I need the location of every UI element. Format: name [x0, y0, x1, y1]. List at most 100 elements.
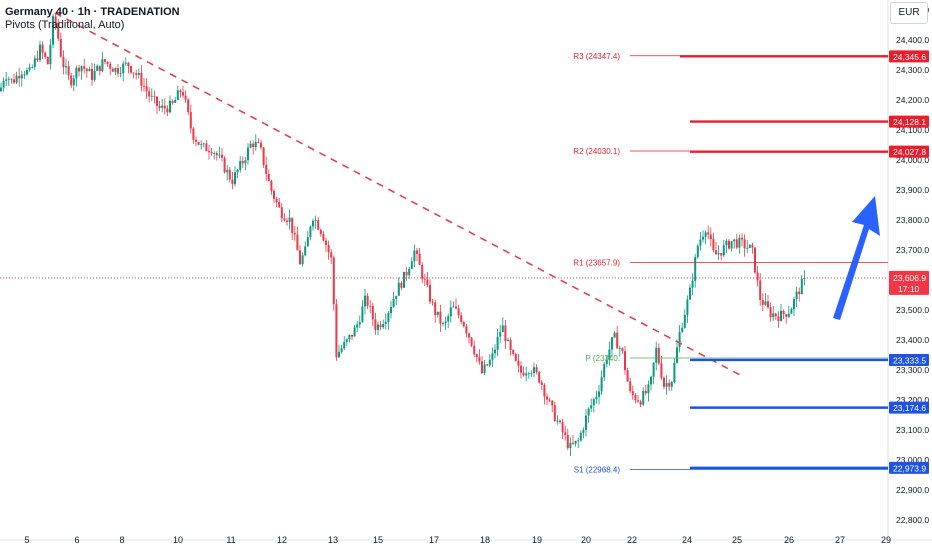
candle-down [540, 382, 543, 386]
candle-down [629, 381, 632, 392]
candle-up [600, 377, 603, 392]
candle-down [624, 351, 626, 371]
pivot-label-p: P (23340. [585, 354, 620, 363]
candle-up [31, 67, 34, 68]
candle-down [743, 239, 746, 249]
candle-down [369, 305, 372, 307]
candle-down [13, 79, 15, 83]
candle-up [0, 87, 2, 91]
indicator-label[interactable]: Pivots (Traditional, Auto) [5, 19, 125, 31]
candle-up [244, 160, 247, 164]
plot-area[interactable] [0, 0, 888, 540]
candle-down [351, 334, 353, 337]
candle-up [696, 245, 699, 258]
x-tick-label: 15 [373, 535, 383, 545]
y-tick-label: 23,300.0 [896, 365, 929, 375]
x-tick-label: 26 [784, 535, 794, 545]
candle-down [553, 405, 556, 421]
candle-up [304, 246, 307, 256]
candle-up [413, 250, 416, 262]
candle-up [176, 90, 179, 100]
candle-down [509, 339, 512, 351]
candle-down [756, 272, 759, 281]
candle-up [527, 373, 530, 375]
candle-down [400, 282, 403, 288]
candle-up [150, 95, 153, 97]
candle-down [210, 152, 213, 154]
candle-down [465, 326, 468, 334]
candle-up [764, 301, 767, 305]
candle-up [15, 75, 18, 83]
candle-down [637, 400, 639, 402]
candle-down [639, 401, 642, 405]
candle-up [114, 68, 117, 72]
currency-button[interactable]: EUR [890, 2, 928, 24]
countdown-label: 17:10 [898, 284, 920, 294]
candle-down [798, 291, 801, 295]
candle-down [83, 66, 86, 69]
candle-down [215, 153, 218, 156]
candle-down [265, 164, 268, 174]
candle-down [221, 154, 223, 158]
candle-down [18, 75, 21, 79]
candle-up [377, 324, 379, 330]
candle-up [748, 244, 751, 248]
candle-down [478, 357, 481, 362]
candle-down [460, 315, 463, 323]
candle-up [340, 348, 343, 352]
candle-down [106, 61, 109, 64]
candle-down [184, 95, 187, 100]
candle-up [169, 100, 171, 113]
candle-down [187, 99, 190, 113]
candle-up [611, 337, 613, 350]
candle-up [585, 415, 587, 430]
candle-up [803, 277, 806, 279]
x-tick-label: 13 [328, 535, 338, 545]
candle-down [293, 233, 296, 235]
x-tick-label: 17 [429, 535, 439, 545]
candle-down [439, 311, 442, 324]
candle-down [457, 308, 460, 316]
candle-up [676, 347, 678, 363]
candle-up [613, 332, 616, 338]
candle-down [759, 280, 762, 301]
candle-down [426, 279, 429, 285]
candle-up [533, 367, 535, 374]
candle-up [488, 359, 491, 366]
candle-down [223, 157, 226, 173]
candle-down [707, 232, 710, 235]
candle-down [455, 306, 457, 309]
candle-down [470, 337, 473, 346]
candle-up [650, 376, 652, 385]
candle-up [395, 295, 398, 299]
y-tick-label: 22,900.0 [896, 485, 929, 495]
candle-up [161, 105, 164, 108]
candle-up [23, 74, 26, 76]
candle-down [140, 72, 143, 86]
candle-up [618, 348, 621, 350]
candle-down [561, 422, 564, 433]
bullish-arrow[interactable] [833, 196, 880, 320]
candle-up [483, 364, 486, 373]
candle-down [197, 141, 200, 145]
y-tick-label: 24,100.0 [896, 125, 929, 135]
y-tick-label: 23,900.0 [896, 185, 929, 195]
candle-down [130, 66, 132, 73]
candle-down [741, 237, 743, 240]
candle-down [720, 253, 723, 256]
candle-down [374, 319, 377, 330]
candle-up [665, 382, 668, 387]
x-tick-label: 12 [277, 535, 287, 545]
candle-up [213, 153, 216, 154]
candle-up [96, 65, 99, 71]
candle-down [70, 75, 73, 86]
candle-up [26, 69, 28, 75]
candle-down [117, 68, 119, 74]
candle-up [343, 341, 346, 349]
candle-up [790, 309, 793, 314]
candle-down [44, 52, 47, 58]
candle-up [338, 351, 340, 358]
candle-down [782, 310, 785, 315]
candle-up [52, 16, 54, 45]
